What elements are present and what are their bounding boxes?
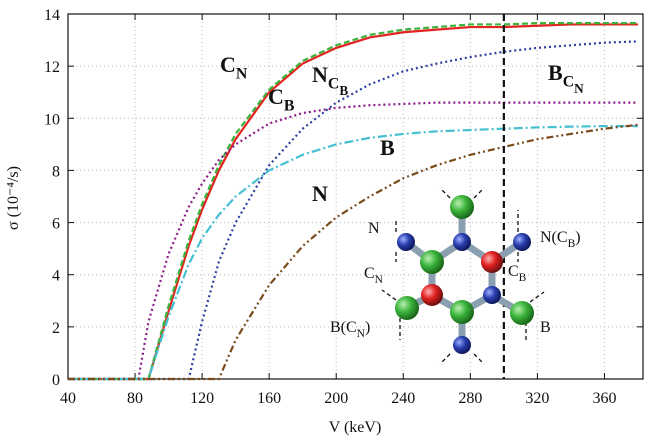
- label-part: N: [312, 181, 328, 206]
- atom: [483, 286, 501, 304]
- label-part: B: [548, 60, 563, 85]
- label-part: N: [368, 220, 380, 237]
- inset-label: B(CN): [330, 319, 370, 340]
- inset-label: CN: [364, 265, 384, 286]
- stub: [474, 188, 484, 198]
- stub: [382, 290, 396, 300]
- label-part: N: [312, 62, 328, 87]
- label-part: B: [284, 98, 295, 115]
- label-part: C: [508, 263, 519, 280]
- label-part: B: [339, 83, 348, 98]
- atom: [421, 284, 443, 306]
- atom: [450, 300, 474, 324]
- chart: 408012016020024028032036002468101214CBCN…: [0, 0, 646, 444]
- stub: [440, 188, 450, 198]
- atom: [510, 301, 534, 325]
- series-label: BCN: [548, 60, 584, 96]
- label-part: C: [268, 84, 284, 109]
- inset-label: B: [540, 319, 551, 336]
- stub: [474, 354, 484, 364]
- x-tick-label: 280: [458, 390, 482, 407]
- x-tick-label: 320: [525, 390, 549, 407]
- label-part: C: [364, 265, 375, 282]
- series-label: CN: [220, 52, 248, 83]
- stub: [440, 354, 450, 364]
- series-line: [68, 125, 638, 379]
- label-part: ): [365, 319, 370, 336]
- label-part: C: [328, 76, 339, 93]
- series-label: CB: [268, 84, 295, 115]
- atom: [481, 251, 503, 273]
- inset-label: N(CB): [540, 229, 581, 250]
- atom: [395, 296, 419, 320]
- y-tick-label: 14: [44, 7, 60, 24]
- y-tick-label: 2: [52, 320, 60, 337]
- y-axis-label: σ (10⁻⁴/s): [5, 166, 22, 230]
- y-tick-label: 8: [52, 163, 60, 180]
- x-tick-label: 360: [592, 390, 616, 407]
- label-part: N: [375, 274, 384, 286]
- label-part: N: [236, 66, 248, 83]
- y-tick-label: 12: [44, 59, 60, 76]
- x-tick-label: 200: [324, 390, 348, 407]
- series-label: NCB: [312, 62, 348, 98]
- y-tick-label: 10: [44, 111, 60, 128]
- atom: [453, 233, 471, 251]
- y-tick-label: 4: [52, 268, 60, 285]
- x-axis-label: V (keV): [329, 419, 382, 436]
- y-tick-label: 6: [52, 216, 60, 233]
- inset-label: CB: [508, 263, 527, 284]
- label-part: C: [563, 74, 574, 91]
- x-tick-label: 240: [391, 390, 415, 407]
- series-label: N: [312, 181, 328, 206]
- x-tick-label: 40: [60, 390, 76, 407]
- atom: [513, 233, 531, 251]
- label-part: C: [220, 52, 236, 77]
- atom: [450, 195, 474, 219]
- y-tick-label: 0: [52, 372, 60, 389]
- x-tick-label: 160: [257, 390, 281, 407]
- atom: [397, 233, 415, 251]
- x-tick-label: 80: [127, 390, 143, 407]
- stub: [530, 292, 544, 302]
- label-part: ): [575, 229, 580, 246]
- atom: [420, 250, 444, 274]
- label-part: B: [519, 272, 527, 284]
- label-part: B: [540, 319, 551, 336]
- label-part: B(C: [330, 319, 357, 336]
- inset-label: N: [368, 220, 380, 237]
- atom: [453, 336, 471, 354]
- label-part: B: [380, 135, 395, 160]
- series-line: [68, 126, 638, 379]
- label-part: N: [574, 81, 584, 96]
- x-tick-label: 120: [190, 390, 214, 407]
- series-label: B: [380, 135, 395, 160]
- label-part: N(C: [540, 229, 568, 246]
